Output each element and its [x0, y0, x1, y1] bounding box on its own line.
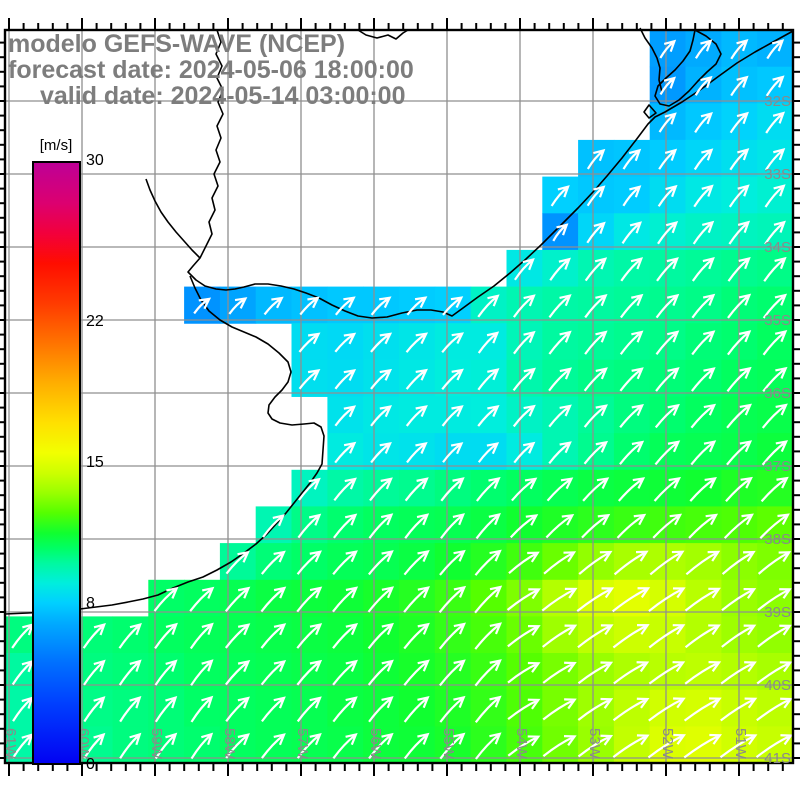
colorbar-gradient	[32, 161, 81, 765]
lat-label-37S: 37S	[764, 458, 791, 475]
lat-label-35S: 35S	[764, 312, 791, 329]
lat-label-41S: 41S	[764, 750, 791, 767]
lat-label-34S: 34S	[764, 239, 791, 256]
lon-label-51W: 51W	[732, 728, 749, 760]
colorbar-tick-22: 22	[86, 313, 104, 331]
wind-speed-cells	[5, 30, 794, 764]
lat-label-32S: 32S	[764, 93, 791, 110]
lat-label-38S: 38S	[764, 531, 791, 548]
colorbar-tick-0: 0	[86, 756, 95, 773]
colorbar-tick-15: 15	[86, 454, 104, 471]
wind-arrows	[11, 39, 794, 760]
lon-label-58W: 58W	[221, 728, 238, 760]
lon-label-61W: 61W	[2, 728, 19, 760]
lat-label-39S: 39S	[764, 604, 791, 621]
lon-label-59W: 59W	[148, 728, 165, 760]
lon-label-53W: 53W	[586, 728, 603, 760]
lon-label-54W: 54W	[513, 728, 530, 760]
lon-label-57W: 57W	[294, 728, 311, 760]
colorbar-tick-30: 30	[86, 152, 104, 169]
valid-date-label: valid date: 2024-05-14 03:00:00	[40, 82, 406, 110]
colorbar-unit-label: [m/s]	[39, 137, 73, 154]
forecast-date-label: forecast date: 2024-05-06 18:00:00	[8, 56, 414, 84]
lat-label-33S: 33S	[764, 166, 791, 183]
model-title: modelo GEFS-WAVE (NCEP)	[8, 30, 346, 58]
lon-label-55W: 55W	[440, 728, 457, 760]
lon-label-56W: 56W	[367, 728, 384, 760]
lat-label-36S: 36S	[764, 385, 791, 402]
lat-label-40S: 40S	[764, 677, 791, 694]
map-frame-and-ticks	[0, 18, 800, 776]
grid-lines	[5, 30, 793, 763]
colorbar-tick-8: 8	[86, 594, 95, 612]
lon-label-52W: 52W	[659, 728, 676, 760]
